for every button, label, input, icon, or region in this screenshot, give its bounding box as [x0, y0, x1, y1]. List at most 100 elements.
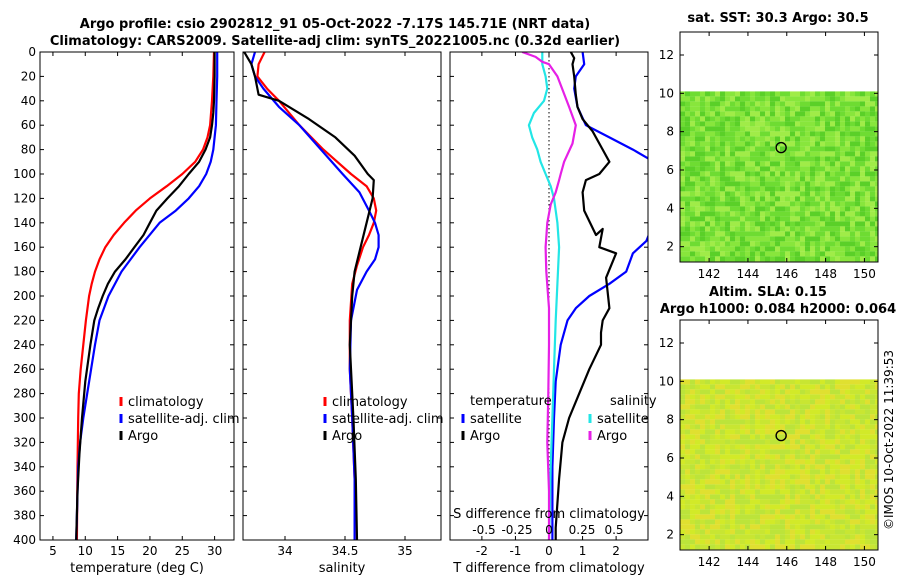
- sla-map-field-cell: [700, 404, 705, 410]
- sla-map-field-cell: [690, 464, 695, 470]
- differences-series-temperature-satellite: [573, 52, 648, 160]
- sst-map-field-cell: [770, 226, 775, 232]
- sst-map-field-cell: [760, 171, 765, 177]
- sst-map-field-cell: [860, 251, 865, 257]
- sla-map-field-cell: [835, 519, 840, 525]
- sst-map-field-cell: [710, 136, 715, 142]
- sst-map-field-cell: [695, 206, 700, 212]
- sla-map-field-cell: [815, 414, 820, 420]
- sst-map-field-cell: [710, 231, 715, 237]
- sla-map-field-cell: [690, 379, 695, 385]
- sla-map-field-cell: [715, 524, 720, 530]
- sst-map-field-cell: [875, 156, 878, 162]
- sla-map-field-cell: [810, 409, 815, 415]
- salinity-xtick-label: 34.5: [332, 544, 359, 558]
- sla-map-field-cell: [715, 384, 720, 390]
- sla-map-field-cell: [860, 534, 865, 540]
- sst-map-field-cell: [765, 136, 770, 142]
- sla-map-field-cell: [725, 534, 730, 540]
- sst-map-field-cell: [745, 211, 750, 217]
- sst-map-field-cell: [800, 201, 805, 207]
- sst-map-field-cell: [815, 196, 820, 202]
- sla-map-field-cell: [720, 394, 725, 400]
- sst-map-field-cell: [800, 146, 805, 152]
- sla-map-field-cell: [730, 469, 735, 475]
- salinity-difference-tick-label: 0.25: [569, 523, 596, 537]
- sst-map-field-cell: [735, 91, 740, 97]
- sla-map-field-cell: [835, 534, 840, 540]
- sst-map-field-cell: [695, 236, 700, 242]
- sla-map-field-cell: [820, 449, 825, 455]
- sst-map-field-cell: [745, 191, 750, 197]
- sst-map-field-cell: [795, 216, 800, 222]
- sst-map-field-cell: [705, 241, 710, 247]
- legend-temperature-title: temperature: [470, 394, 552, 409]
- sla-map-field-cell: [760, 429, 765, 435]
- sla-map-field-cell: [825, 379, 830, 385]
- sla-map-field-cell: [775, 544, 780, 550]
- sla-map-field-cell: [715, 489, 720, 495]
- sst-map-field-cell: [710, 131, 715, 137]
- sst-map-field-cell: [795, 196, 800, 202]
- sst-map-field-cell: [835, 241, 840, 247]
- sla-map-field-cell: [695, 479, 700, 485]
- differences-xtick-label: -1: [509, 544, 521, 558]
- sla-map-field-cell: [775, 409, 780, 415]
- sla-map-field-cell: [685, 534, 690, 540]
- sst-map-field-cell: [760, 136, 765, 142]
- sst-map-field-cell: [875, 96, 878, 102]
- sla-map-field-cell: [805, 534, 810, 540]
- sla-map-field-cell: [825, 539, 830, 545]
- sst-map-field-cell: [850, 101, 855, 107]
- sst-map-field-cell: [695, 241, 700, 247]
- sst-map-field-cell: [720, 181, 725, 187]
- salinity-legend-label: climatology: [332, 395, 408, 410]
- sla-map-field-cell: [790, 494, 795, 500]
- sst-map-field-cell: [720, 126, 725, 132]
- temperature-ytick-label: 200: [13, 289, 36, 303]
- sla-map-field-cell: [685, 389, 690, 395]
- sst-map-field-cell: [745, 236, 750, 242]
- sla-map-field-cell: [835, 454, 840, 460]
- sla-map-field-cell: [815, 504, 820, 510]
- sla-map-field-cell: [735, 539, 740, 545]
- sst-map-field-cell: [805, 186, 810, 192]
- sla-map-field-cell: [730, 394, 735, 400]
- sla-map-field-cell: [765, 539, 770, 545]
- sst-map-field-cell: [700, 156, 705, 162]
- sst-map-field-cell: [775, 211, 780, 217]
- sla-map-field-cell: [710, 469, 715, 475]
- sst-map-field-cell: [795, 141, 800, 147]
- sla-map-field-cell: [770, 459, 775, 465]
- sla-map-field-cell: [810, 504, 815, 510]
- sst-map-xtick-label: 150: [853, 267, 876, 281]
- sst-map-field-cell: [700, 176, 705, 182]
- sst-map-field-cell: [680, 111, 685, 117]
- sst-map-field-cell: [705, 201, 710, 207]
- sla-map-field-cell: [795, 504, 800, 510]
- sla-map-field-cell: [795, 414, 800, 420]
- sla-map-field-cell: [875, 414, 878, 420]
- sla-map-field-cell: [845, 439, 850, 445]
- sst-map-field-cell: [850, 186, 855, 192]
- sla-map-field-cell: [780, 494, 785, 500]
- sst-map-field-cell: [865, 131, 870, 137]
- differences-legend-label: satellite: [470, 412, 522, 427]
- sla-map-field-cell: [790, 474, 795, 480]
- sst-map-field-cell: [765, 206, 770, 212]
- sla-map-field-cell: [730, 439, 735, 445]
- sla-map-field-cell: [860, 469, 865, 475]
- sst-map-field-cell: [705, 226, 710, 232]
- temperature-ytick-label: 380: [13, 509, 36, 523]
- sla-map-field-cell: [865, 439, 870, 445]
- sst-map-field-cell: [760, 156, 765, 162]
- sla-map-field-cell: [805, 514, 810, 520]
- sla-map-field-cell: [700, 444, 705, 450]
- sst-map-field-cell: [865, 141, 870, 147]
- sst-map-field-cell: [760, 251, 765, 257]
- sla-map-field-cell: [760, 534, 765, 540]
- sla-map-field-cell: [765, 404, 770, 410]
- sst-map-field-cell: [855, 131, 860, 137]
- sla-map-field-cell: [815, 439, 820, 445]
- sla-map-field-cell: [700, 424, 705, 430]
